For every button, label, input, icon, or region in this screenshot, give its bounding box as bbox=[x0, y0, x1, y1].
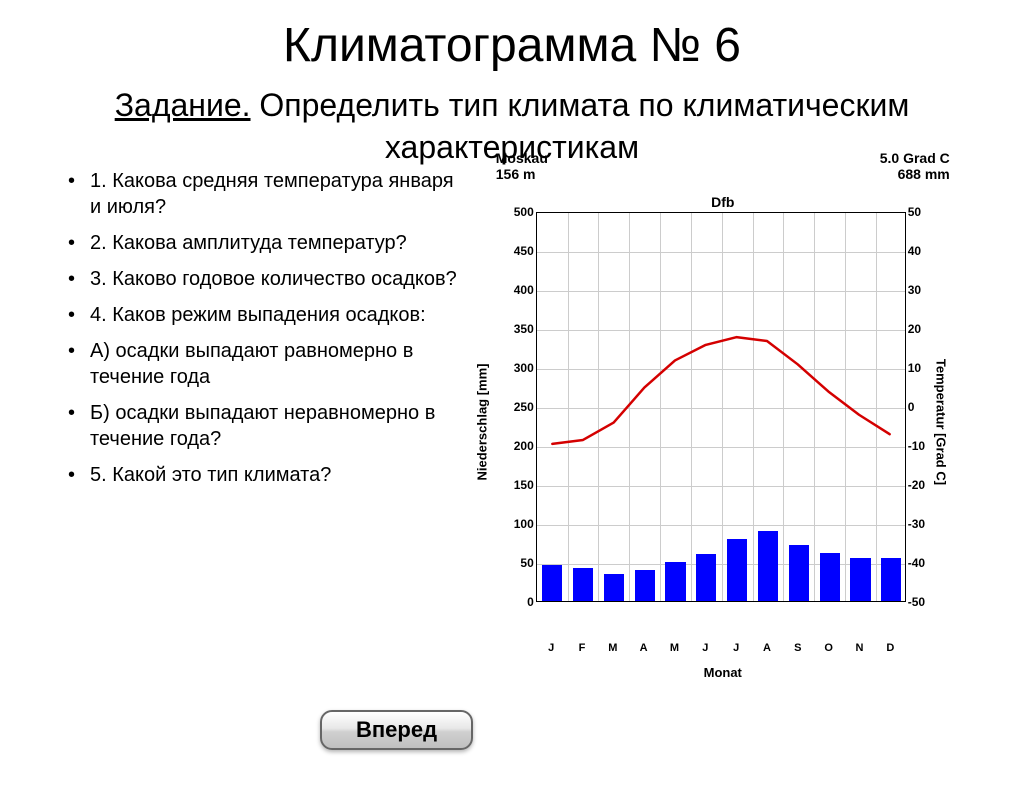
temperature-line bbox=[537, 213, 905, 601]
chart-header-left: Moskau 156 m bbox=[496, 150, 548, 182]
precip-bar bbox=[820, 553, 840, 601]
annual-precip: 688 mm bbox=[880, 166, 950, 182]
x-axis-label: Monat bbox=[704, 665, 742, 680]
question-item: 1. Какова средняя температура января и и… bbox=[90, 168, 458, 220]
grid-line-horizontal bbox=[537, 525, 905, 526]
y-right-tick: -30 bbox=[908, 517, 936, 531]
y-left-tick: 400 bbox=[504, 283, 534, 297]
grid-line-vertical bbox=[753, 213, 754, 601]
y-right-tick: -50 bbox=[908, 595, 936, 609]
grid-line-horizontal bbox=[537, 408, 905, 409]
content-row: 1. Какова средняя температура января и и… bbox=[0, 168, 1024, 498]
station-elevation: 156 m bbox=[496, 166, 548, 182]
y-left-axis-label: Niederschlag [mm] bbox=[474, 364, 489, 481]
y-left-tick: 300 bbox=[504, 361, 534, 375]
precip-bar bbox=[665, 562, 685, 601]
y-left-tick: 500 bbox=[504, 205, 534, 219]
x-tick: J bbox=[541, 642, 561, 654]
grid-line-vertical bbox=[814, 213, 815, 601]
question-item: А) осадки выпадают равномерно в течение … bbox=[90, 338, 458, 390]
grid-line-vertical bbox=[845, 213, 846, 601]
precip-bar bbox=[635, 570, 655, 601]
grid-line-horizontal bbox=[537, 369, 905, 370]
grid-line-horizontal bbox=[537, 252, 905, 253]
y-left-tick: 450 bbox=[504, 244, 534, 258]
precip-bar bbox=[850, 558, 870, 601]
annual-temp: 5.0 Grad C bbox=[880, 150, 950, 166]
x-tick: N bbox=[850, 642, 870, 654]
grid-line-horizontal bbox=[537, 486, 905, 487]
x-tick: J bbox=[726, 642, 746, 654]
page-title: Климатограмма № 6 bbox=[0, 18, 1024, 73]
plot-area bbox=[536, 212, 906, 602]
y-right-tick: 30 bbox=[908, 283, 936, 297]
x-tick: M bbox=[665, 642, 685, 654]
x-tick: D bbox=[880, 642, 900, 654]
precip-bar bbox=[789, 545, 809, 601]
climograph: Moskau 156 m 5.0 Grad C 688 mm Dfb Niede… bbox=[488, 150, 958, 632]
y-left-tick: 250 bbox=[504, 400, 534, 414]
grid-line-vertical bbox=[598, 213, 599, 601]
precip-bar bbox=[542, 565, 562, 602]
question-item: Б) осадки выпадают неравномерно в течени… bbox=[90, 400, 458, 452]
y-right-tick: -40 bbox=[908, 556, 936, 570]
grid-line-vertical bbox=[568, 213, 569, 601]
y-right-tick: 0 bbox=[908, 400, 936, 414]
grid-line-vertical bbox=[629, 213, 630, 601]
y-left-tick: 50 bbox=[504, 556, 534, 570]
grid-line-vertical bbox=[660, 213, 661, 601]
x-tick: M bbox=[603, 642, 623, 654]
forward-button[interactable]: Вперед bbox=[320, 710, 473, 750]
x-tick: S bbox=[788, 642, 808, 654]
grid-line-horizontal bbox=[537, 291, 905, 292]
precip-bar bbox=[881, 558, 901, 601]
y-right-tick: -10 bbox=[908, 439, 936, 453]
grid-line-vertical bbox=[722, 213, 723, 601]
question-item: 5. Какой это тип климата? bbox=[90, 462, 458, 488]
question-item: 3. Каково годовое количество осадков? bbox=[90, 266, 458, 292]
y-right-tick: 40 bbox=[908, 244, 936, 258]
x-tick: F bbox=[572, 642, 592, 654]
question-item: 2. Какова амплитуда температур? bbox=[90, 230, 458, 256]
y-right-tick: 20 bbox=[908, 322, 936, 336]
y-left-tick: 350 bbox=[504, 322, 534, 336]
question-item: 4. Каков режим выпадения осадков: bbox=[90, 302, 458, 328]
x-tick: A bbox=[757, 642, 777, 654]
y-left-tick: 100 bbox=[504, 517, 534, 531]
precip-bar bbox=[758, 531, 778, 601]
y-right-tick: 50 bbox=[908, 205, 936, 219]
chart-area: Niederschlag [mm] Temperatur [Grad C] Mo… bbox=[488, 212, 958, 632]
grid-line-horizontal bbox=[537, 330, 905, 331]
y-right-tick: 10 bbox=[908, 361, 936, 375]
y-left-tick: 200 bbox=[504, 439, 534, 453]
koppen-classification: Dfb bbox=[488, 194, 958, 210]
chart-column: Moskau 156 m 5.0 Grad C 688 mm Dfb Niede… bbox=[458, 168, 964, 498]
x-tick: O bbox=[819, 642, 839, 654]
chart-header-right: 5.0 Grad C 688 mm bbox=[880, 150, 950, 182]
question-list: 1. Какова средняя температура января и и… bbox=[60, 168, 458, 488]
y-right-axis-label: Temperatur [Grad C] bbox=[933, 359, 948, 485]
grid-line-horizontal bbox=[537, 447, 905, 448]
precip-bar bbox=[573, 568, 593, 601]
grid-line-vertical bbox=[783, 213, 784, 601]
station-name: Moskau bbox=[496, 150, 548, 166]
y-right-tick: -20 bbox=[908, 478, 936, 492]
y-left-tick: 0 bbox=[504, 595, 534, 609]
x-tick: A bbox=[634, 642, 654, 654]
precip-bar bbox=[696, 554, 716, 601]
grid-line-vertical bbox=[691, 213, 692, 601]
questions-column: 1. Какова средняя температура января и и… bbox=[60, 168, 458, 498]
x-tick: J bbox=[695, 642, 715, 654]
button-wrap: Вперед bbox=[320, 710, 473, 750]
grid-line-vertical bbox=[876, 213, 877, 601]
subtitle-task-word: Задание. bbox=[115, 87, 251, 123]
y-left-tick: 150 bbox=[504, 478, 534, 492]
precip-bar bbox=[604, 574, 624, 601]
chart-header: Moskau 156 m 5.0 Grad C 688 mm bbox=[488, 150, 958, 184]
precip-bar bbox=[727, 539, 747, 601]
